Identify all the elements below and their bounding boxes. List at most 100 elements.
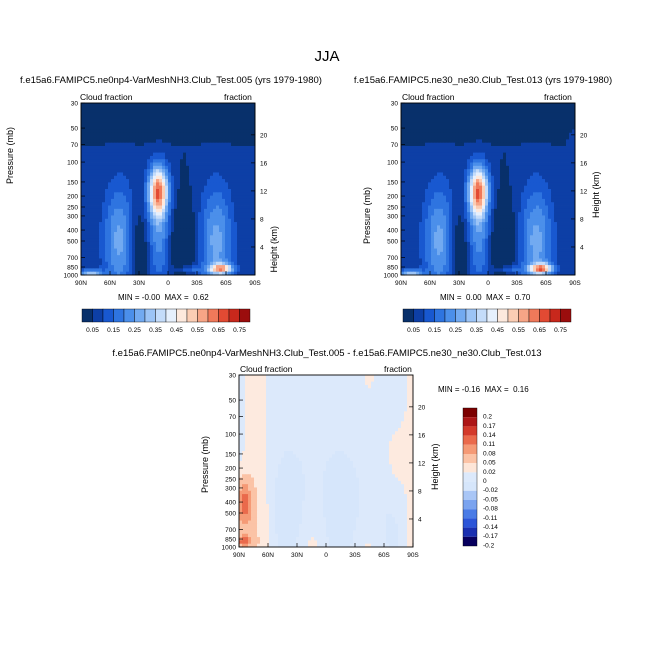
heatmap-cell: [231, 112, 235, 117]
heatmap-cell: [416, 198, 420, 203]
heatmap-cell: [132, 116, 136, 120]
heatmap-cell: [210, 198, 214, 203]
heatmap-cell: [530, 169, 534, 173]
heatmap-cell: [228, 165, 232, 170]
heatmap-cell: [87, 152, 91, 157]
heatmap-cell: [461, 129, 465, 134]
heatmap-cell: [443, 162, 447, 167]
heatmap-cell: [473, 165, 477, 170]
heatmap-cell: [201, 245, 205, 249]
heatmap-cell: [177, 245, 181, 249]
heatmap-cell: [141, 126, 145, 130]
heatmap-cell: [201, 139, 205, 144]
heatmap-cell: [449, 146, 453, 150]
heatmap-cell: [159, 202, 163, 206]
heatmap-cell: [452, 179, 456, 183]
heatmap-cell: [189, 155, 193, 160]
heatmap-cell: [470, 208, 474, 213]
heatmap-cell: [171, 152, 175, 157]
heatmap-cell: [512, 119, 516, 124]
heatmap-cell: [521, 159, 525, 163]
heatmap-cell: [563, 169, 567, 173]
heatmap-cell: [126, 116, 130, 120]
heatmap-cell: [210, 225, 214, 230]
heatmap-cell: [539, 112, 543, 117]
heatmap-cell: [225, 212, 229, 216]
heatmap-cell: [234, 109, 238, 114]
heatmap-cell: [126, 205, 130, 210]
heatmap-cell: [521, 198, 525, 203]
heatmap-cell: [237, 175, 241, 180]
heatmap-cell: [240, 212, 244, 216]
heatmap-cell: [141, 271, 145, 276]
heatmap-cell: [509, 103, 513, 107]
heatmap-cell: [497, 146, 501, 150]
heatmap-cell: [174, 136, 178, 140]
heatmap-cell: [536, 132, 540, 137]
heatmap-cell: [87, 106, 91, 111]
heatmap-cell: [446, 132, 450, 137]
heatmap-cell: [413, 146, 417, 150]
heatmap-cell: [240, 235, 244, 240]
heatmap-cell: [150, 182, 154, 187]
heatmap-cell: [479, 122, 483, 127]
heatmap-cell: [225, 139, 229, 144]
heatmap-cell: [473, 205, 477, 210]
heatmap-cell: [440, 149, 444, 154]
heatmap-cell: [213, 182, 217, 187]
heatmap-cell: [249, 232, 253, 236]
heatmap-cell: [189, 265, 193, 269]
heatmap-cell: [473, 109, 477, 114]
heatmap-cell: [156, 169, 160, 173]
heatmap-cell: [201, 103, 205, 107]
heatmap-cell: [548, 142, 552, 147]
heatmap-cell: [231, 182, 235, 187]
heatmap-cell: [542, 152, 546, 157]
heatmap-cell: [117, 222, 121, 226]
pressure-tick-label: 250: [67, 205, 78, 212]
heatmap-cell: [231, 106, 235, 111]
heatmap-cell: [431, 146, 435, 150]
heatmap-cell: [147, 185, 151, 190]
heatmap-cell: [207, 202, 211, 206]
heatmap-cell: [503, 103, 507, 107]
heatmap-cell: [135, 136, 139, 140]
heatmap-cell: [159, 255, 163, 259]
heatmap-cell: [165, 225, 169, 230]
heatmap-cell: [252, 103, 256, 107]
heatmap-cell: [84, 218, 88, 223]
heatmap-cell: [108, 159, 112, 163]
heatmap-cell: [539, 189, 543, 193]
heatmap-cell: [153, 162, 157, 167]
heatmap-cell: [81, 185, 85, 190]
heatmap-cell: [171, 119, 175, 124]
heatmap-cell: [509, 172, 513, 177]
heatmap-cell: [108, 258, 112, 263]
heatmap-cell: [416, 126, 420, 130]
heatmap-cell: [123, 136, 127, 140]
heatmap-cell: [117, 202, 121, 206]
heatmap-cell: [129, 222, 133, 226]
heatmap-cell: [545, 202, 549, 206]
heatmap-cell: [530, 116, 534, 120]
heatmap-cell: [440, 175, 444, 180]
heatmap-cell: [557, 185, 561, 190]
heatmap-cell: [162, 202, 166, 206]
heatmap-cell: [111, 222, 115, 226]
heatmap-cell: [225, 169, 229, 173]
heatmap-cell: [174, 142, 178, 147]
heatmap-cell: [102, 255, 106, 259]
heatmap-cell: [560, 149, 564, 154]
heatmap-cell: [210, 255, 214, 259]
heatmap-cell: [162, 245, 166, 249]
heatmap-cell: [527, 159, 531, 163]
heatmap-cell: [186, 189, 190, 193]
heatmap-cell: [138, 106, 142, 111]
heatmap-cell: [219, 192, 223, 197]
heatmap-cell: [476, 162, 480, 167]
heatmap-cell: [410, 103, 414, 107]
heatmap-cell: [156, 132, 160, 137]
heatmap-cell: [87, 122, 91, 127]
heatmap-cell: [425, 169, 429, 173]
heatmap-cell: [566, 195, 570, 200]
